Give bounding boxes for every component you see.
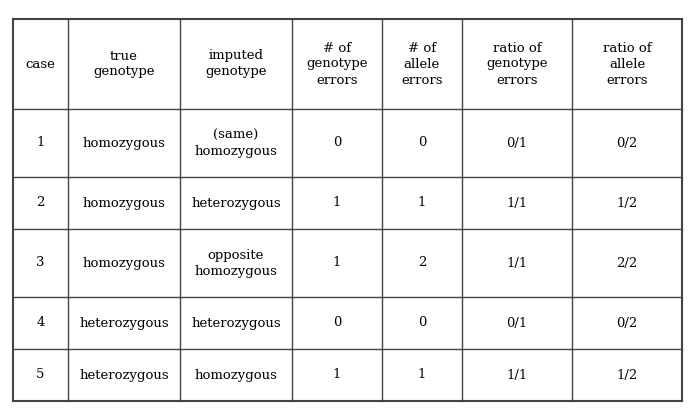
- Text: 5: 5: [36, 368, 44, 381]
- Text: 0: 0: [418, 317, 426, 330]
- Text: 0: 0: [418, 136, 426, 150]
- Text: 1/2: 1/2: [616, 368, 637, 381]
- Text: # of
allele
errors: # of allele errors: [401, 42, 443, 87]
- Text: 1/2: 1/2: [616, 197, 637, 210]
- Text: 1: 1: [36, 136, 44, 150]
- Text: imputed
genotype: imputed genotype: [205, 50, 267, 79]
- Text: 1: 1: [418, 368, 426, 381]
- Text: heterozygous: heterozygous: [191, 197, 281, 210]
- Text: 2/2: 2/2: [616, 257, 637, 270]
- Text: (same)
homozygous: (same) homozygous: [195, 129, 277, 158]
- Text: case: case: [26, 58, 56, 71]
- Text: 0/2: 0/2: [616, 317, 637, 330]
- Text: ratio of
allele
errors: ratio of allele errors: [603, 42, 651, 87]
- Text: 0: 0: [333, 317, 341, 330]
- Text: heterozygous: heterozygous: [191, 317, 281, 330]
- Text: 4: 4: [36, 317, 44, 330]
- Text: 1: 1: [333, 368, 341, 381]
- Text: 2: 2: [418, 257, 426, 270]
- Text: 0/2: 0/2: [616, 136, 637, 150]
- Text: opposite
homozygous: opposite homozygous: [195, 249, 277, 278]
- Text: 1/1: 1/1: [507, 197, 528, 210]
- Text: # of
genotype
errors: # of genotype errors: [306, 42, 368, 87]
- Text: 2: 2: [36, 197, 44, 210]
- Text: homozygous: homozygous: [83, 136, 165, 150]
- Text: 1: 1: [333, 197, 341, 210]
- Text: heterozygous: heterozygous: [79, 368, 169, 381]
- Text: 0/1: 0/1: [507, 136, 528, 150]
- Text: 1/1: 1/1: [507, 368, 528, 381]
- Text: homozygous: homozygous: [83, 257, 165, 270]
- Text: ratio of
genotype
errors: ratio of genotype errors: [486, 42, 548, 87]
- Text: homozygous: homozygous: [195, 368, 277, 381]
- Text: homozygous: homozygous: [83, 197, 165, 210]
- Text: 3: 3: [36, 257, 44, 270]
- Text: 0: 0: [333, 136, 341, 150]
- Text: 1: 1: [333, 257, 341, 270]
- Text: true
genotype: true genotype: [93, 50, 155, 79]
- Text: 0/1: 0/1: [507, 317, 528, 330]
- Text: 1: 1: [418, 197, 426, 210]
- Text: 1/1: 1/1: [507, 257, 528, 270]
- Text: heterozygous: heterozygous: [79, 317, 169, 330]
